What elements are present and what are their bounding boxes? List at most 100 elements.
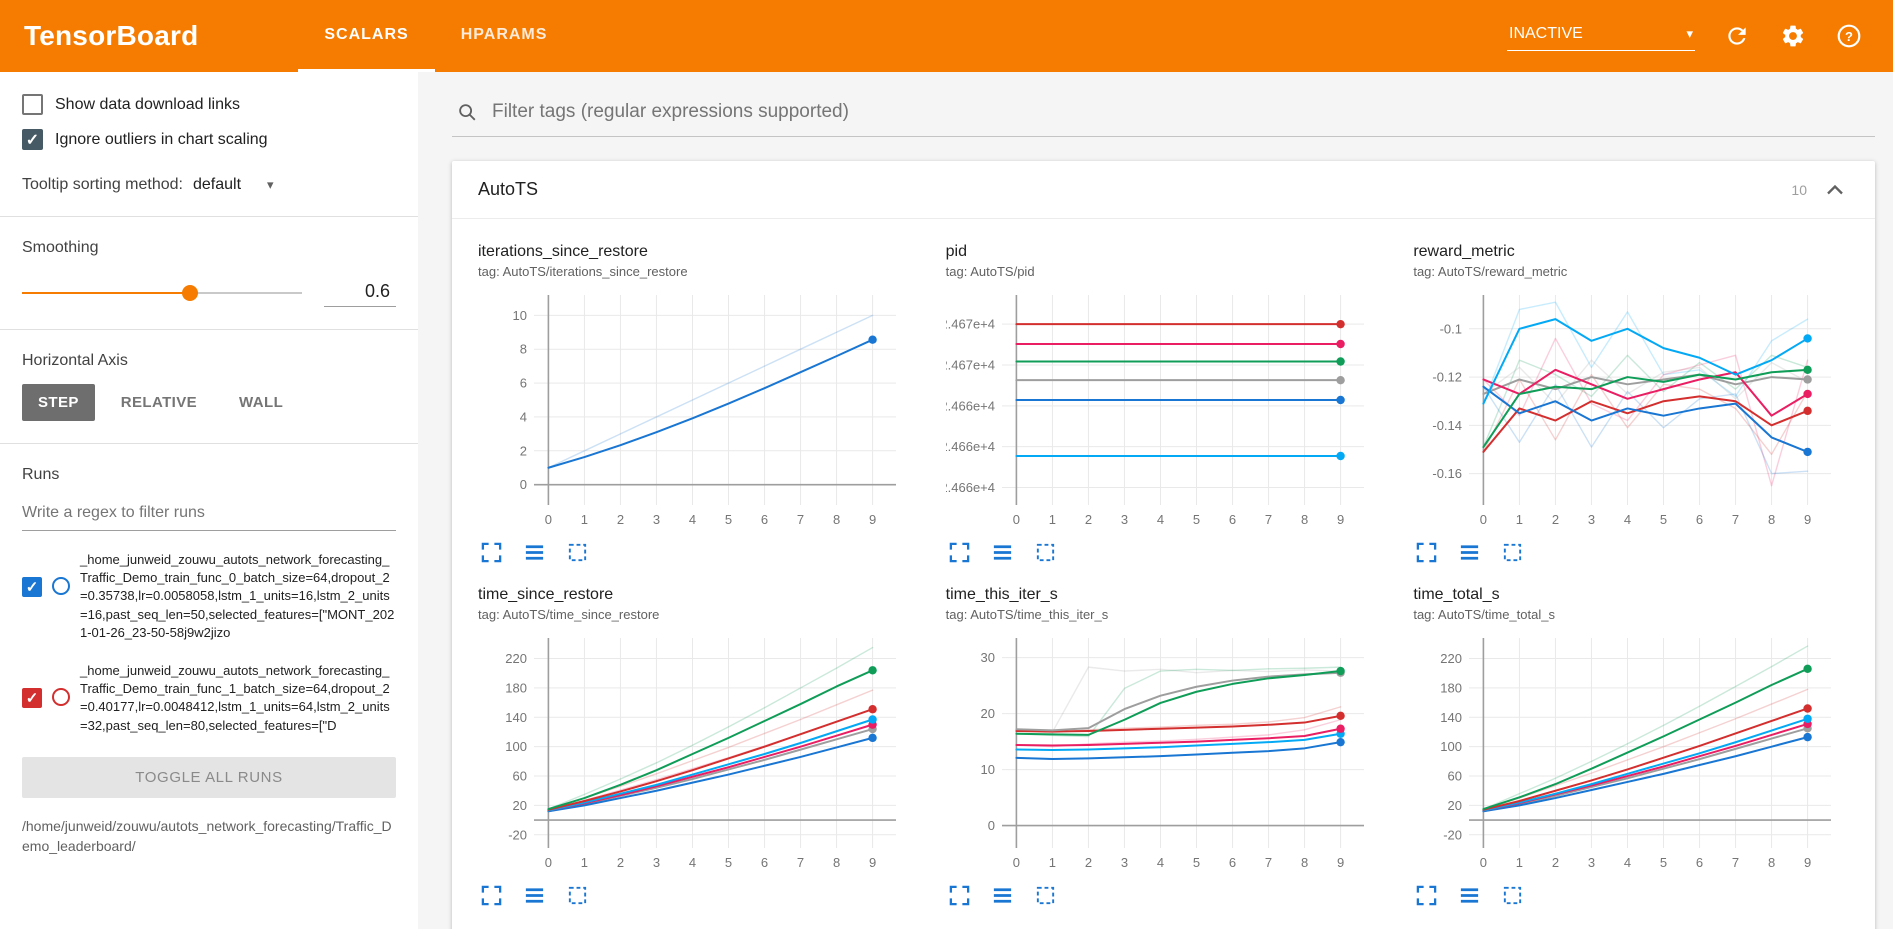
- svg-text:4: 4: [1624, 855, 1631, 870]
- svg-text:10: 10: [513, 308, 527, 323]
- tooltip-sorting-label: Tooltip sorting method:: [22, 176, 183, 193]
- line-chart[interactable]: 0 1 2 3 4 5 6 7 8 9 -20 20 60 100 140 180 220: [1413, 628, 1845, 876]
- svg-text:-20: -20: [1444, 827, 1463, 842]
- svg-text:8: 8: [520, 342, 527, 357]
- svg-text:180: 180: [505, 680, 527, 695]
- svg-text:2.466e+4: 2.466e+4: [946, 398, 995, 413]
- chevron-up-icon[interactable]: [1821, 176, 1849, 204]
- view-data-icon[interactable]: [991, 541, 1014, 564]
- ignore-outliers-checkbox-row[interactable]: ✓ Ignore outliers in chart scaling: [22, 129, 396, 150]
- svg-text:2.466e+4: 2.466e+4: [946, 439, 995, 454]
- svg-text:0: 0: [987, 818, 994, 833]
- svg-text:2.467e+4: 2.467e+4: [946, 358, 995, 373]
- fit-domain-icon[interactable]: [1501, 884, 1524, 907]
- show-download-links-checkbox-row[interactable]: Show data download links: [22, 94, 396, 115]
- chart-tag: tag: AutoTS/pid: [945, 264, 1035, 279]
- svg-text:30: 30: [980, 650, 994, 665]
- chart-card: reward_metric tag: AutoTS/reward_metric …: [1397, 233, 1865, 576]
- svg-text:8: 8: [1301, 855, 1308, 870]
- svg-text:60: 60: [1448, 769, 1462, 784]
- runs-filter-input[interactable]: [22, 498, 396, 531]
- svg-text:7: 7: [1265, 855, 1272, 870]
- line-chart[interactable]: 0 1 2 3 4 5 6 7 8 9 0 10 20 30: [946, 628, 1378, 876]
- chevron-down-icon: ▾: [1686, 26, 1693, 41]
- expand-chart-icon[interactable]: [1415, 884, 1438, 907]
- svg-text:5: 5: [725, 512, 732, 527]
- line-chart[interactable]: 0 1 2 3 4 5 6 7 8 9 0 2 4 6 8 10: [478, 285, 910, 533]
- tab-scalars[interactable]: SCALARS: [298, 0, 435, 72]
- svg-text:220: 220: [505, 651, 527, 666]
- svg-text:0: 0: [545, 855, 552, 870]
- ignore-outliers-checkbox[interactable]: ✓: [22, 129, 43, 150]
- refresh-icon[interactable]: [1723, 22, 1751, 50]
- smoothing-label: Smoothing: [22, 239, 99, 256]
- svg-text:2: 2: [617, 855, 624, 870]
- tooltip-sorting-dropdown[interactable]: default ▾: [193, 176, 274, 194]
- help-icon[interactable]: ?: [1835, 22, 1863, 50]
- show-download-links-checkbox[interactable]: [22, 94, 43, 115]
- toggle-all-runs-button[interactable]: TOGGLE ALL RUNS: [22, 756, 396, 798]
- svg-text:1: 1: [1516, 512, 1523, 527]
- reload-status-dropdown[interactable]: INACTIVE ▾: [1507, 21, 1695, 51]
- chart-title: iterations_since_restore: [478, 243, 648, 260]
- reload-status-value: INACTIVE: [1509, 25, 1583, 42]
- chart-title: time_total_s: [1413, 586, 1500, 603]
- smoothing-value[interactable]: 0.6: [324, 279, 396, 307]
- svg-text:5: 5: [1660, 855, 1667, 870]
- expand-chart-icon[interactable]: [1415, 541, 1438, 564]
- expand-chart-icon[interactable]: [948, 884, 971, 907]
- svg-text:60: 60: [513, 769, 527, 784]
- axis-relative-button[interactable]: RELATIVE: [120, 394, 198, 411]
- svg-text:140: 140: [505, 710, 527, 725]
- fit-domain-icon[interactable]: [1034, 541, 1057, 564]
- divider: [0, 329, 418, 330]
- fit-domain-icon[interactable]: [1501, 541, 1524, 564]
- run-checkbox[interactable]: ✓: [22, 687, 42, 708]
- expand-chart-icon[interactable]: [480, 541, 503, 564]
- svg-text:4: 4: [520, 409, 527, 424]
- settings-gear-icon[interactable]: [1779, 22, 1807, 50]
- expand-chart-icon[interactable]: [480, 884, 503, 907]
- tab-hparams[interactable]: HPARAMS: [460, 25, 548, 43]
- axis-step-button[interactable]: STEP: [22, 384, 95, 421]
- view-data-icon[interactable]: [1458, 541, 1481, 564]
- divider: [0, 443, 418, 444]
- svg-text:0: 0: [520, 477, 527, 492]
- svg-text:4: 4: [689, 512, 696, 527]
- svg-text:1: 1: [1048, 855, 1055, 870]
- line-chart[interactable]: 0 1 2 3 4 5 6 7 8 9 -20 20 60 100 140 180 220: [478, 628, 910, 876]
- svg-text:7: 7: [1732, 512, 1739, 527]
- svg-text:-0.14: -0.14: [1433, 418, 1463, 433]
- tag-filter-input[interactable]: [490, 100, 1871, 124]
- svg-text:180: 180: [1441, 680, 1463, 695]
- view-data-icon[interactable]: [1458, 884, 1481, 907]
- charts-grid: iterations_since_restore tag: AutoTS/ite…: [452, 219, 1875, 919]
- divider: [0, 216, 418, 217]
- run-radio[interactable]: [52, 577, 70, 595]
- view-data-icon[interactable]: [523, 884, 546, 907]
- section-header[interactable]: AutoTS 10: [452, 161, 1875, 219]
- chevron-down-icon: ▾: [267, 177, 274, 192]
- view-data-icon[interactable]: [991, 884, 1014, 907]
- run-radio[interactable]: [52, 687, 70, 706]
- line-chart[interactable]: 0 1 2 3 4 5 6 7 8 9 -0.1 -0.12 -0.14 -0.16: [1413, 285, 1845, 533]
- svg-text:4: 4: [689, 855, 696, 870]
- axis-wall-button[interactable]: WALL: [239, 394, 284, 411]
- svg-text:140: 140: [1441, 710, 1463, 725]
- svg-text:1: 1: [581, 512, 588, 527]
- run-name: _home_junweid_zouwu_autots_network_forec…: [80, 552, 395, 640]
- line-chart[interactable]: 0 1 2 3 4 5 6 7 8 9 2.467e+4 2.467e+4 2.466e+4 2.466e…: [946, 285, 1378, 533]
- svg-text:3: 3: [1588, 855, 1595, 870]
- fit-domain-icon[interactable]: [566, 541, 589, 564]
- expand-chart-icon[interactable]: [948, 541, 971, 564]
- smoothing-slider-thumb[interactable]: [182, 285, 198, 301]
- smoothing-slider[interactable]: [22, 285, 302, 301]
- view-data-icon[interactable]: [523, 541, 546, 564]
- fit-domain-icon[interactable]: [566, 884, 589, 907]
- search-icon: [459, 104, 476, 121]
- fit-domain-icon[interactable]: [1034, 884, 1057, 907]
- svg-text:220: 220: [1441, 651, 1463, 666]
- run-checkbox[interactable]: ✓: [22, 577, 42, 597]
- svg-text:100: 100: [505, 739, 527, 754]
- svg-text:20: 20: [513, 798, 527, 813]
